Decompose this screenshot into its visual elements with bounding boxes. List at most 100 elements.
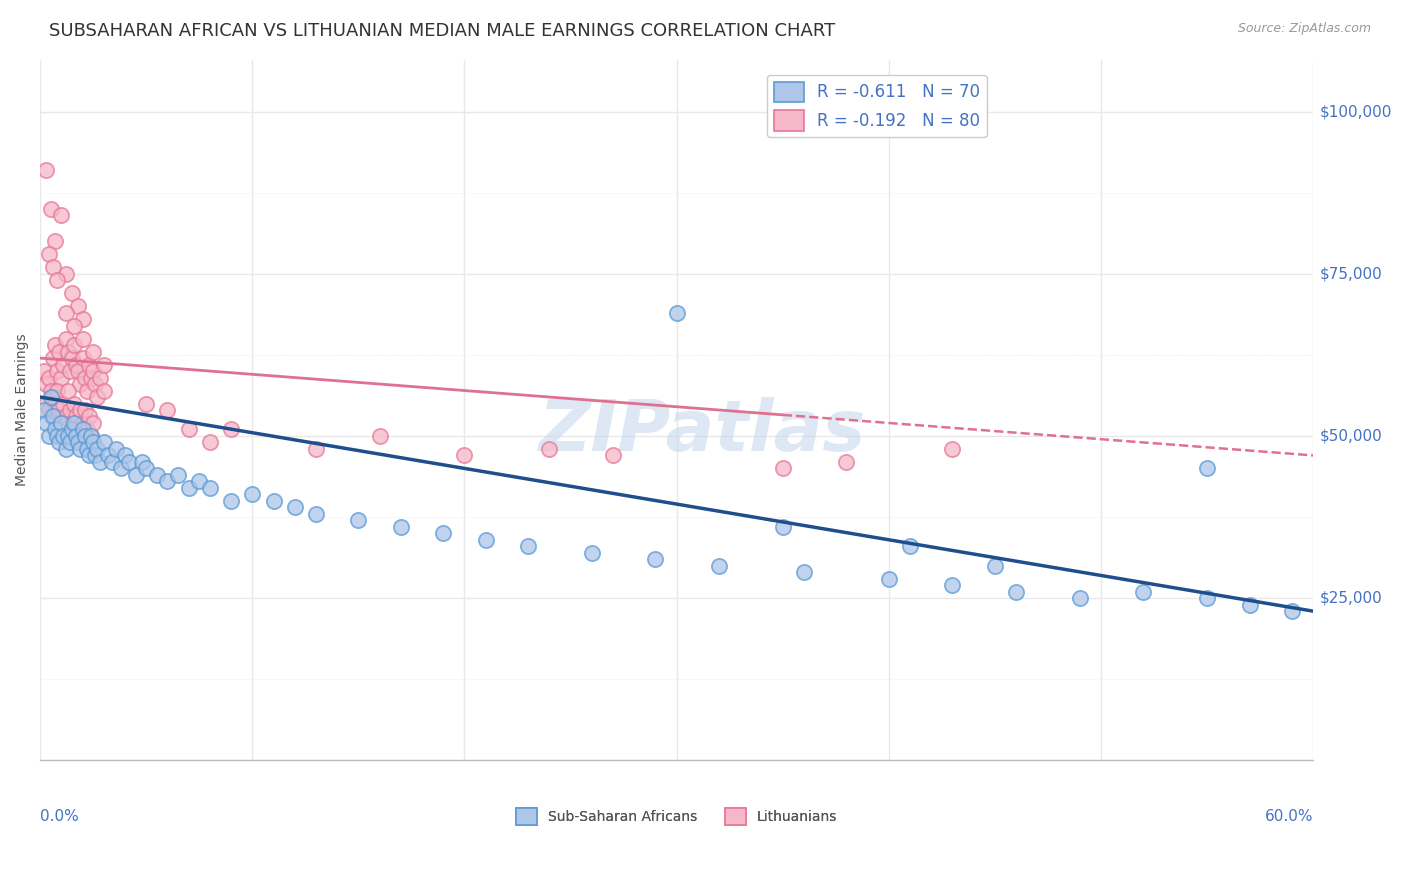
Point — [46, 429, 69, 443]
Point — [72, 416, 94, 430]
Point — [60, 422, 83, 436]
Point — [65, 429, 87, 443]
Point — [42, 390, 65, 404]
Point — [898, 539, 921, 553]
Point — [80, 429, 103, 443]
Point — [198, 481, 221, 495]
Point — [73, 370, 96, 384]
Point — [167, 467, 190, 482]
Legend: Sub-Saharan Africans, Lithuanians: Sub-Saharan Africans, Lithuanians — [510, 803, 842, 830]
Point — [42, 351, 65, 365]
Point — [52, 429, 75, 443]
Point — [69, 403, 91, 417]
Text: Source: ZipAtlas.com: Source: ZipAtlas.com — [1237, 22, 1371, 36]
Y-axis label: Median Male Earnings: Median Male Earnings — [15, 334, 30, 486]
Point — [772, 461, 794, 475]
Point — [48, 344, 70, 359]
Point — [707, 558, 730, 573]
Point — [38, 429, 60, 443]
Point — [65, 409, 87, 424]
Point — [135, 461, 157, 475]
Point — [101, 455, 124, 469]
Text: $75,000: $75,000 — [1320, 266, 1382, 281]
Point — [82, 416, 104, 430]
Point — [93, 384, 115, 398]
Point — [772, 520, 794, 534]
Text: 0.0%: 0.0% — [41, 809, 79, 824]
Point — [82, 364, 104, 378]
Point — [1005, 584, 1028, 599]
Point — [46, 384, 69, 398]
Point — [59, 435, 82, 450]
Point — [389, 520, 412, 534]
Point — [263, 493, 285, 508]
Point — [56, 344, 79, 359]
Point — [284, 500, 307, 515]
Point — [93, 358, 115, 372]
Point — [52, 396, 75, 410]
Point — [105, 442, 128, 456]
Point — [38, 370, 60, 384]
Point — [77, 409, 100, 424]
Point — [644, 552, 666, 566]
Point — [368, 429, 391, 443]
Text: $100,000: $100,000 — [1320, 104, 1392, 119]
Point — [1239, 598, 1261, 612]
Point — [80, 429, 103, 443]
Point — [76, 384, 98, 398]
Point — [67, 422, 90, 436]
Point — [118, 455, 141, 469]
Point — [1069, 591, 1091, 606]
Point — [86, 442, 108, 456]
Point — [305, 442, 328, 456]
Point — [35, 377, 58, 392]
Point — [63, 396, 86, 410]
Point — [72, 312, 94, 326]
Point — [44, 235, 66, 249]
Point — [177, 422, 200, 436]
Point — [77, 449, 100, 463]
Point — [188, 475, 211, 489]
Point — [835, 455, 858, 469]
Point — [72, 351, 94, 365]
Point — [1281, 604, 1303, 618]
Point — [474, 533, 496, 547]
Point — [517, 539, 540, 553]
Point — [72, 422, 94, 436]
Point — [602, 449, 624, 463]
Point — [156, 403, 179, 417]
Point — [67, 435, 90, 450]
Point — [941, 578, 963, 592]
Text: $25,000: $25,000 — [1320, 591, 1382, 606]
Point — [69, 442, 91, 456]
Point — [1197, 461, 1219, 475]
Point — [76, 422, 98, 436]
Point — [984, 558, 1007, 573]
Point — [55, 306, 77, 320]
Point — [82, 435, 104, 450]
Point — [124, 467, 146, 482]
Point — [39, 384, 62, 398]
Point — [48, 403, 70, 417]
Point — [38, 403, 60, 417]
Point — [347, 513, 370, 527]
Point — [39, 202, 62, 216]
Point — [240, 487, 263, 501]
Point — [219, 422, 242, 436]
Point — [131, 455, 153, 469]
Point — [35, 416, 58, 430]
Point — [1197, 591, 1219, 606]
Point — [581, 546, 603, 560]
Point — [76, 442, 98, 456]
Point — [432, 526, 454, 541]
Point — [82, 344, 104, 359]
Point — [51, 416, 73, 430]
Point — [44, 422, 66, 436]
Point — [59, 403, 82, 417]
Point — [63, 416, 86, 430]
Point — [110, 461, 132, 475]
Point — [156, 475, 179, 489]
Point — [46, 273, 69, 287]
Point — [35, 162, 58, 177]
Point — [89, 370, 111, 384]
